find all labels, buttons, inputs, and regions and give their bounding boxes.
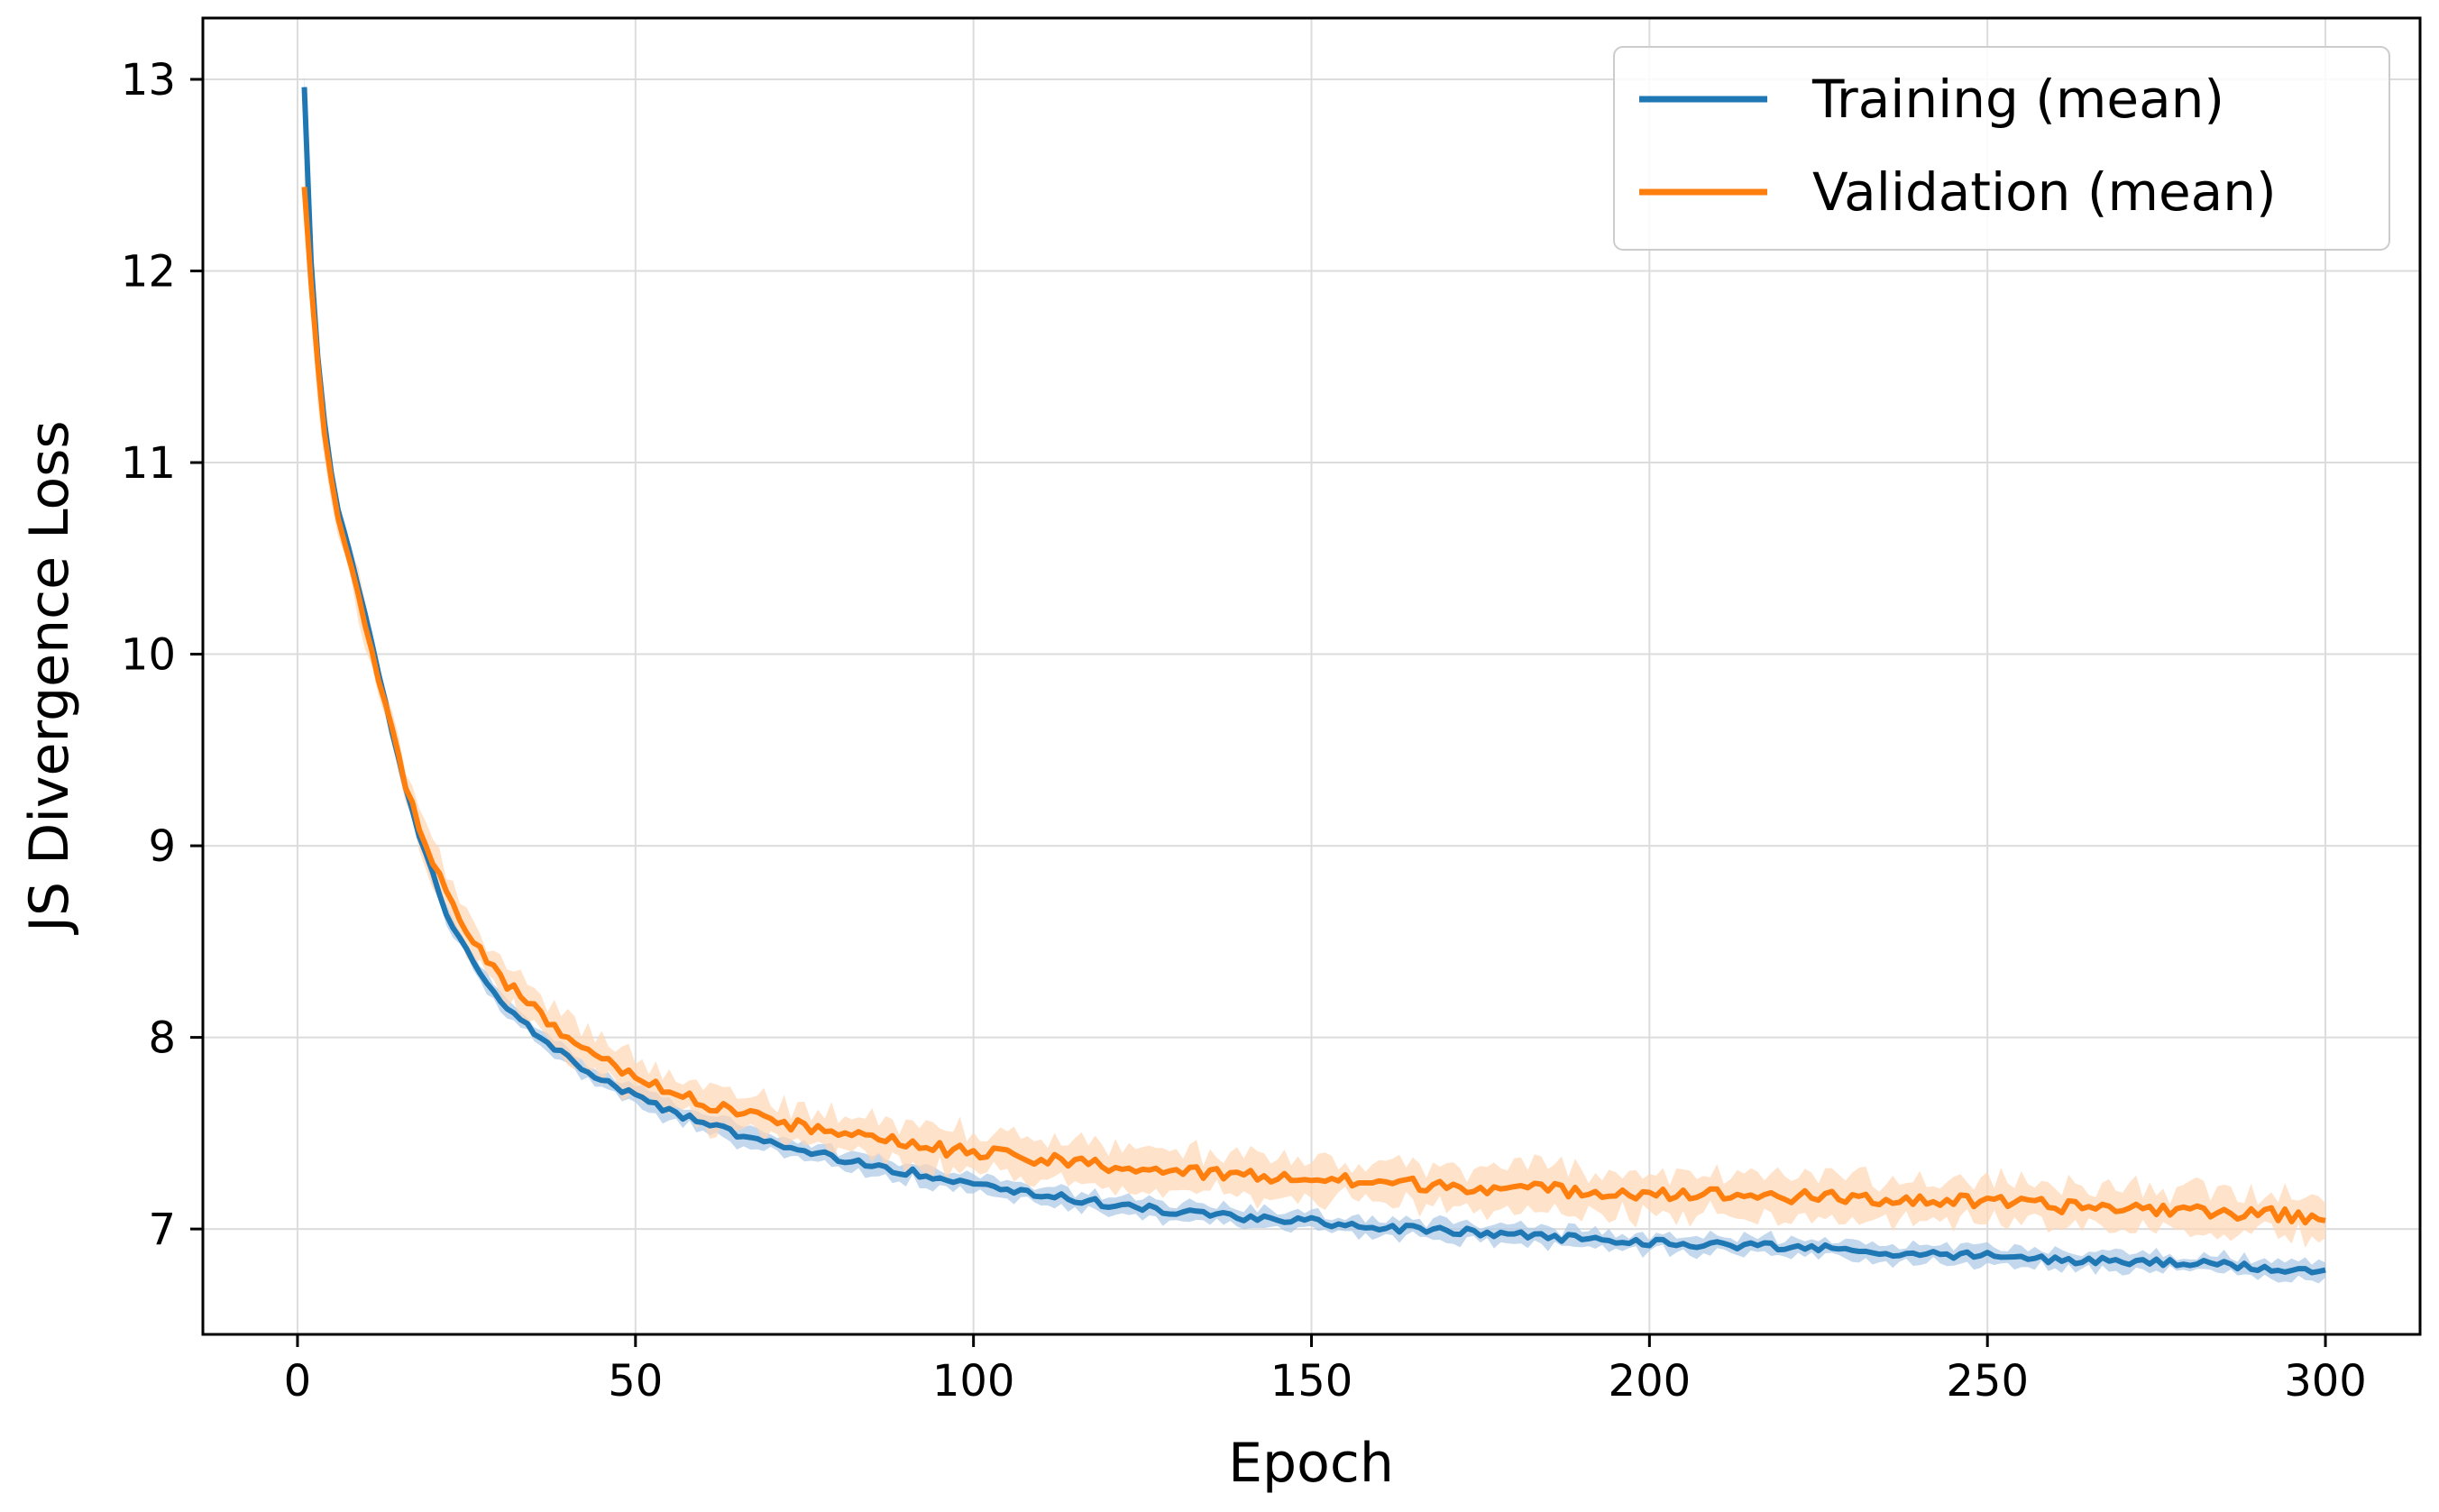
y-tick-label: 13 [121, 55, 176, 105]
y-tick-label: 8 [148, 1013, 176, 1064]
x-tick-label: 150 [1270, 1356, 1353, 1407]
x-tick-label: 50 [608, 1356, 663, 1407]
legend-label-training: Training (mean) [1811, 69, 2224, 130]
x-tick-label: 0 [284, 1356, 312, 1407]
legend: Training (mean) Validation (mean) [1613, 46, 2390, 251]
legend-box [1613, 46, 2390, 251]
y-tick-label: 12 [121, 247, 176, 298]
legend-label-validation: Validation (mean) [1812, 161, 2277, 223]
y-tick-label: 11 [121, 438, 176, 489]
x-tick-label: 300 [2284, 1356, 2367, 1407]
y-tick-label: 10 [121, 630, 176, 681]
x-tick-label: 250 [1946, 1356, 2029, 1407]
x-axis-title: Epoch [1228, 1432, 1394, 1495]
x-tick-label: 200 [1609, 1356, 1692, 1407]
series-lines [301, 87, 2326, 1276]
y-axis-title: JS Divergence Loss [18, 420, 81, 935]
axis-ticks: 0 50 100 150 200 250 300 7 8 9 10 11 12 13 [121, 55, 2367, 1407]
x-tick-label: 100 [932, 1356, 1015, 1407]
y-tick-label: 9 [148, 821, 176, 872]
y-tick-label: 7 [148, 1205, 176, 1255]
line-validation [301, 187, 2326, 1226]
line-training [301, 87, 2326, 1276]
